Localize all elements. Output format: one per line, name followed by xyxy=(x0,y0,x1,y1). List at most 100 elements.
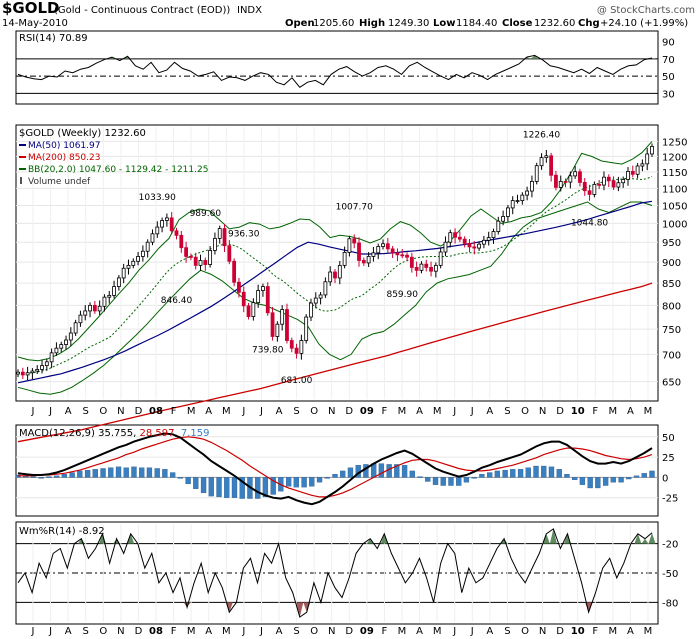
macd-histogram-bar xyxy=(510,469,516,478)
macd-histogram-bar xyxy=(108,467,114,478)
candle-body xyxy=(198,260,203,266)
candle-body xyxy=(121,267,126,279)
candle-body xyxy=(405,254,409,258)
candle-body xyxy=(400,254,405,257)
x-axis-month-label: M xyxy=(187,406,196,417)
x-axis-month-label: F xyxy=(382,626,388,637)
x-axis-month-label: M xyxy=(187,626,196,637)
candle-body xyxy=(328,271,333,283)
chart-marks: 1033.90989.60936.30846.40739.80681.00100… xyxy=(15,54,655,618)
candle-body xyxy=(573,171,578,177)
x-axis-year-label: 08 xyxy=(149,406,163,417)
candle-body xyxy=(361,260,366,264)
macd-histogram-bar xyxy=(332,474,338,478)
macd-histogram-bar xyxy=(193,477,199,489)
macd-histogram-bar xyxy=(425,477,431,482)
x-axis-month-label: A xyxy=(627,406,634,417)
candle-body xyxy=(280,309,285,325)
x-axis-month-label: F xyxy=(171,626,177,637)
candle-body xyxy=(275,323,280,337)
macd-histogram-bar xyxy=(177,477,184,479)
macd-tick-label: -25 xyxy=(662,494,678,505)
x-axis-month-label: J xyxy=(48,406,52,417)
price-tick-label: 1050 xyxy=(662,201,687,212)
price-tick-label: 1150 xyxy=(662,168,687,179)
price-tick-label: 1250 xyxy=(662,137,687,148)
candle-body xyxy=(150,233,155,243)
macd-histogram-bar xyxy=(77,470,83,478)
candle-body xyxy=(592,183,597,195)
candle-body xyxy=(635,165,640,175)
legend-volume: Volume undef xyxy=(28,177,91,187)
candle-body xyxy=(299,340,304,354)
x-axis-year-label: 10 xyxy=(571,406,585,417)
candle-body xyxy=(289,340,294,349)
candle-body xyxy=(112,286,116,296)
x-axis-month-label: S xyxy=(293,626,299,637)
macd-histogram-bar xyxy=(340,470,346,478)
x-axis-month-label: F xyxy=(382,406,388,417)
macd-histogram-bar xyxy=(100,468,106,478)
candle-body xyxy=(16,371,20,375)
candle-body xyxy=(246,305,251,317)
price-annotation: 681.00 xyxy=(281,376,313,386)
x-axis-month-label: N xyxy=(328,406,335,417)
macd-histogram-bar xyxy=(494,470,501,478)
macd-histogram-bar xyxy=(378,463,385,478)
x-axis-month-label: A xyxy=(205,406,212,417)
candle-body xyxy=(313,297,318,304)
candle-body xyxy=(438,251,443,266)
macd-histogram-bar xyxy=(610,477,616,483)
x-axis-month-label: J xyxy=(241,406,245,417)
candle-body xyxy=(35,369,40,372)
macd-histogram-bar xyxy=(61,474,68,478)
x-axis-month-label: O xyxy=(310,626,318,637)
candle-body xyxy=(251,302,256,317)
macd-histogram-bar xyxy=(162,469,168,478)
candle-body xyxy=(510,200,515,209)
williams-tick-label: -50 xyxy=(662,569,678,580)
macd-histogram-bar xyxy=(471,477,477,479)
candle-body xyxy=(155,226,160,235)
macd-histogram-bar xyxy=(185,477,191,485)
candle-body xyxy=(213,237,217,251)
x-axis-month-label: D xyxy=(556,406,564,417)
candle-body xyxy=(554,174,558,188)
candle-body xyxy=(645,153,650,165)
exchange: INDX xyxy=(237,5,262,16)
symbol: $GOLD xyxy=(2,0,60,17)
price-tick-label: 700 xyxy=(662,350,681,361)
macd-tick-label: 50 xyxy=(662,433,675,444)
macd-tick-label: 0 xyxy=(662,473,668,484)
price-tick-label: 1200 xyxy=(662,152,687,163)
macd-histogram-bar xyxy=(139,467,145,478)
macd-histogram-bar xyxy=(595,477,601,489)
candle-body xyxy=(160,220,164,228)
low-value: 1184.40 xyxy=(456,18,497,29)
candle-body xyxy=(232,260,237,283)
price-annotation: 989.60 xyxy=(190,209,222,219)
macd-histogram-bar xyxy=(146,467,153,478)
macd-histogram-bar xyxy=(564,474,570,478)
macd-histogram-bar xyxy=(401,465,408,478)
macd-histogram-bar xyxy=(448,477,454,486)
legend-volume-swatch xyxy=(20,177,22,184)
macd-histogram-bar xyxy=(46,476,52,478)
x-axis-labels: J J A S O N D 08 F M A M J J A S O N D 09 F M A M J J A S O N D 10 F M A MJ… xyxy=(31,406,653,637)
candle-body xyxy=(371,252,376,257)
candle-body xyxy=(116,277,121,287)
williams-label: Wm%R(14) -8.92 xyxy=(19,526,105,537)
x-axis-month-label: J xyxy=(31,406,35,417)
macd-histogram-bar xyxy=(224,477,230,498)
x-axis-month-label: J xyxy=(452,406,456,417)
x-axis-month-label: A xyxy=(276,626,283,637)
macd-histogram-bar xyxy=(255,477,261,499)
candle-body xyxy=(606,176,611,182)
candle-body xyxy=(333,271,337,279)
x-axis-year-label: 08 xyxy=(149,626,163,637)
macd-histogram-bar xyxy=(479,474,485,478)
candle-body xyxy=(481,239,486,245)
legend-ma50: MA(50) 1061.97 xyxy=(28,141,100,151)
copyright: @ StockCharts.com xyxy=(597,5,695,16)
x-axis-month-label: A xyxy=(276,406,283,417)
